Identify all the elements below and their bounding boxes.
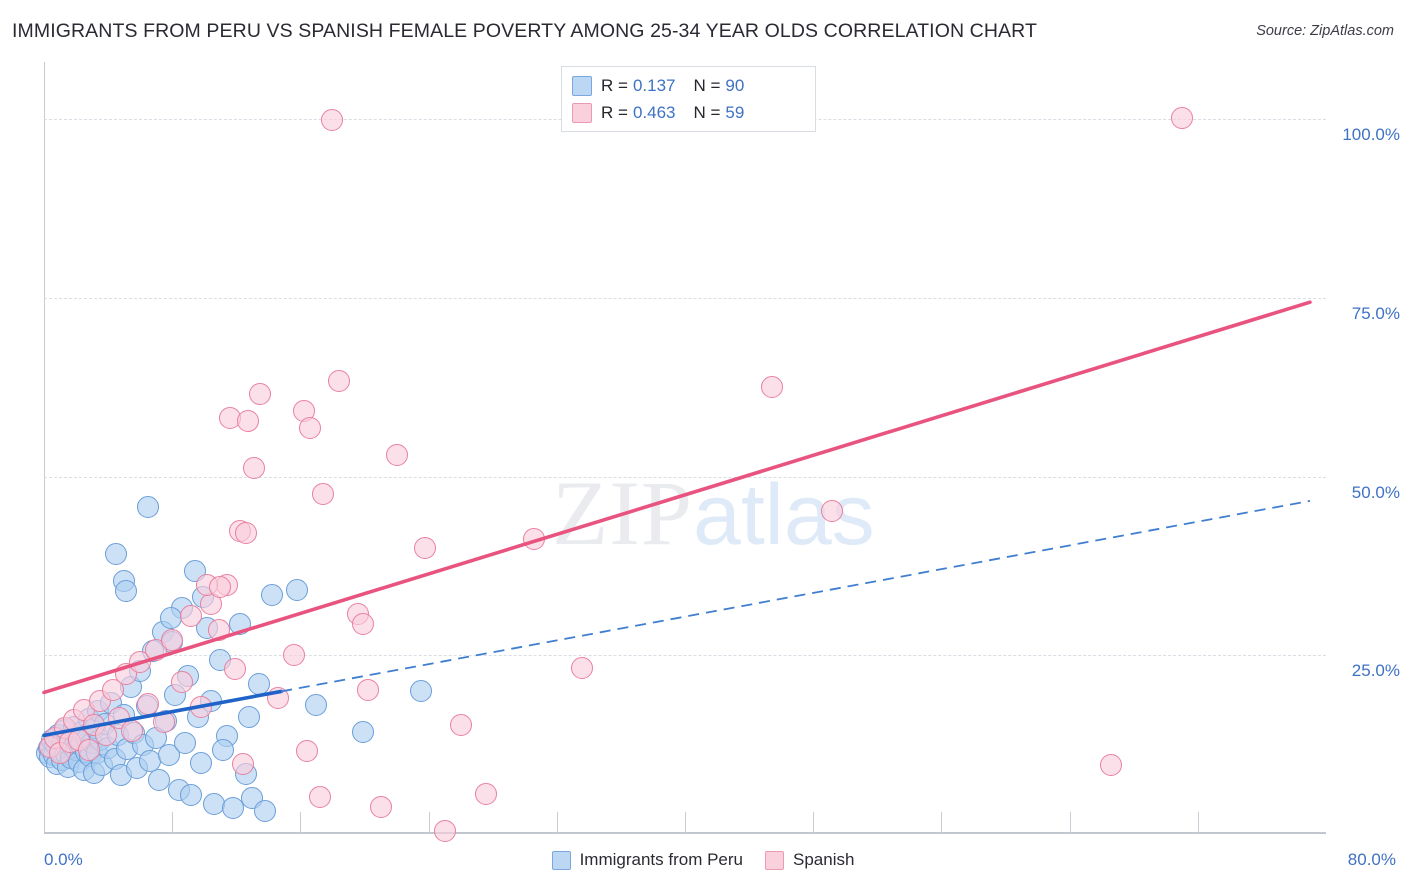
scatter-point[interactable] <box>190 752 213 775</box>
scatter-point[interactable] <box>170 671 193 694</box>
legend-label-peru: Immigrants from Peru <box>579 850 743 869</box>
scatter-point[interactable] <box>305 694 328 717</box>
scatter-point[interactable] <box>222 797 245 820</box>
scatter-point[interactable] <box>449 714 472 737</box>
x-axis-tick-8 <box>172 812 174 834</box>
scatter-point[interactable] <box>433 820 456 843</box>
y-axis-line <box>44 62 45 834</box>
x-axis-tick-64 <box>1069 812 1071 834</box>
scatter-point[interactable] <box>101 679 124 702</box>
x-axis-tick-16 <box>300 812 302 834</box>
scatter-point[interactable] <box>409 680 432 703</box>
plot-background <box>44 62 1326 834</box>
x-axis-tick-40 <box>685 812 686 834</box>
scatter-point[interactable] <box>369 795 392 818</box>
peru-trendline-solid <box>42 689 283 738</box>
stats-r-label-spanish: R = <box>601 102 628 122</box>
stats-swatch-spanish <box>572 102 592 123</box>
scatter-point[interactable] <box>311 482 334 505</box>
x-axis-tick-32 <box>556 812 558 834</box>
source-attribution: Source: ZipAtlas.com <box>1256 23 1394 39</box>
scatter-point[interactable] <box>308 785 331 808</box>
scatter-point[interactable] <box>356 678 379 701</box>
x-axis-tick-56 <box>941 812 943 834</box>
scatter-point[interactable] <box>414 537 437 560</box>
scatter-point[interactable] <box>157 743 180 766</box>
scatter-point[interactable] <box>295 740 318 763</box>
scatter-point[interactable] <box>760 375 783 398</box>
legend-item-spanish[interactable]: Spanish <box>765 850 854 870</box>
scatter-point[interactable] <box>238 705 261 728</box>
scatter-point[interactable] <box>282 644 305 667</box>
x-axis-max-label: 80.0% <box>1347 850 1396 869</box>
x-axis-tick-48 <box>813 812 815 834</box>
scatter-point[interactable] <box>236 409 259 432</box>
y-axis-label-50: 50.0% <box>1351 482 1400 502</box>
scatter-point[interactable] <box>1100 754 1123 777</box>
gridline-50 <box>44 476 1326 478</box>
scatter-point[interactable] <box>212 738 235 761</box>
stats-n-label-peru: N = <box>693 75 721 95</box>
stats-n-value-peru: 90 <box>725 75 745 95</box>
scatter-point[interactable] <box>321 108 344 131</box>
stats-swatch-peru <box>572 75 592 96</box>
y-axis-label-25: 25.0% <box>1351 661 1400 681</box>
scatter-point[interactable] <box>180 604 203 627</box>
stats-r-value-spanish: 0.463 <box>632 102 676 122</box>
scatter-point[interactable] <box>174 731 197 754</box>
scatter-point[interactable] <box>231 752 254 775</box>
stats-n-value-spanish: 59 <box>725 102 745 122</box>
scatter-point[interactable] <box>223 657 246 680</box>
scatter-point[interactable] <box>351 721 374 744</box>
scatter-point[interactable] <box>105 542 128 565</box>
scatter-point[interactable] <box>351 612 374 635</box>
stats-row-spanish: R = 0.463 N = 59 <box>572 99 805 126</box>
scatter-point[interactable] <box>77 738 100 761</box>
scatter-point[interactable] <box>254 800 277 823</box>
scatter-point[interactable] <box>148 768 171 791</box>
gridline-25 <box>44 655 1326 657</box>
scatter-point[interactable] <box>209 575 232 598</box>
scatter-point[interactable] <box>242 457 265 479</box>
y-axis-label-75: 75.0% <box>1351 303 1400 323</box>
scatter-point[interactable] <box>180 784 203 807</box>
x-axis-tick-72 <box>1197 812 1199 834</box>
scatter-point[interactable] <box>137 495 160 518</box>
stats-r-label-peru: R = <box>601 75 628 95</box>
stats-r-value-peru: 0.137 <box>632 75 676 95</box>
stats-n-label-spanish: N = <box>693 102 721 122</box>
legend-label-spanish: Spanish <box>793 850 855 869</box>
scatter-point[interactable] <box>234 522 257 545</box>
x-axis-min-label: 0.0% <box>44 850 83 869</box>
scatter-point[interactable] <box>260 583 283 606</box>
spanish-trendline <box>42 300 1312 695</box>
scatter-point[interactable] <box>286 578 309 601</box>
gridline-75 <box>44 297 1326 299</box>
scatter-point[interactable] <box>385 444 408 467</box>
scatter-point[interactable] <box>571 657 594 680</box>
peru-trendline-dashed <box>281 500 1311 693</box>
scatter-point[interactable] <box>299 416 321 439</box>
legend-swatch-spanish <box>765 850 784 870</box>
series-legend: Immigrants from Peru Spanish <box>0 850 1406 870</box>
y-axis-label-100: 100.0% <box>1342 125 1400 145</box>
legend-swatch-peru <box>551 850 571 870</box>
scatter-point[interactable] <box>114 579 137 602</box>
scatter-point[interactable] <box>821 499 844 522</box>
scatter-point[interactable] <box>475 782 498 805</box>
scatter-point[interactable] <box>249 382 272 405</box>
scatter-point[interactable] <box>161 629 184 652</box>
x-axis-tick-24 <box>428 812 430 834</box>
legend-item-peru[interactable]: Immigrants from Peru <box>551 850 743 870</box>
scatter-point[interactable] <box>1170 106 1193 129</box>
stats-row-peru: R = 0.137 N = 90 <box>572 72 805 99</box>
scatter-point[interactable] <box>327 369 350 392</box>
plot-area: ZIPatlas <box>36 62 1326 843</box>
trend-lines <box>42 300 1312 738</box>
correlation-stats-box: R = 0.137 N = 90 R = 0.463 N = 59 <box>561 66 816 132</box>
page-title: IMMIGRANTS FROM PERU VS SPANISH FEMALE P… <box>12 20 1037 42</box>
